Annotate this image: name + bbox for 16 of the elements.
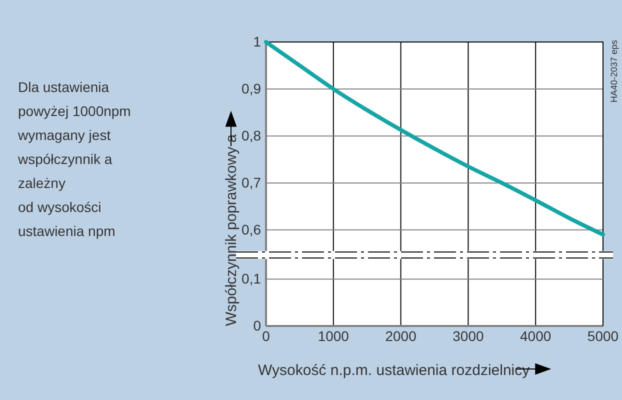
x-tick-label: 4000: [520, 328, 552, 344]
x-tick-label: 5000: [587, 328, 619, 344]
y-tick-label: 1: [253, 33, 262, 50]
line-series: [264, 40, 605, 237]
x-tick-label: 3000: [452, 328, 484, 344]
y-tick-label: 0: [253, 317, 262, 334]
x-tick-label: 2000: [385, 328, 417, 344]
x-axis-title: Wysokość n.p.m. ustawienia rozdzielnicy: [258, 362, 530, 379]
text: HA40-2037 eps: [609, 40, 619, 103]
y-tick-label: 0,8: [242, 127, 262, 144]
y-tick-label: 0,1: [242, 270, 262, 287]
y-tick-label: 0,6: [242, 221, 262, 238]
y-tick-label: 0,9: [242, 80, 262, 96]
x-tick-label: 1000: [318, 328, 350, 344]
y-tick-label: 0,7: [242, 174, 262, 190]
text: Dla ustawienia powyżej 1000npm wymagany jest współczynnik a zależny od wysokości ustawienia npm: [17, 79, 131, 239]
